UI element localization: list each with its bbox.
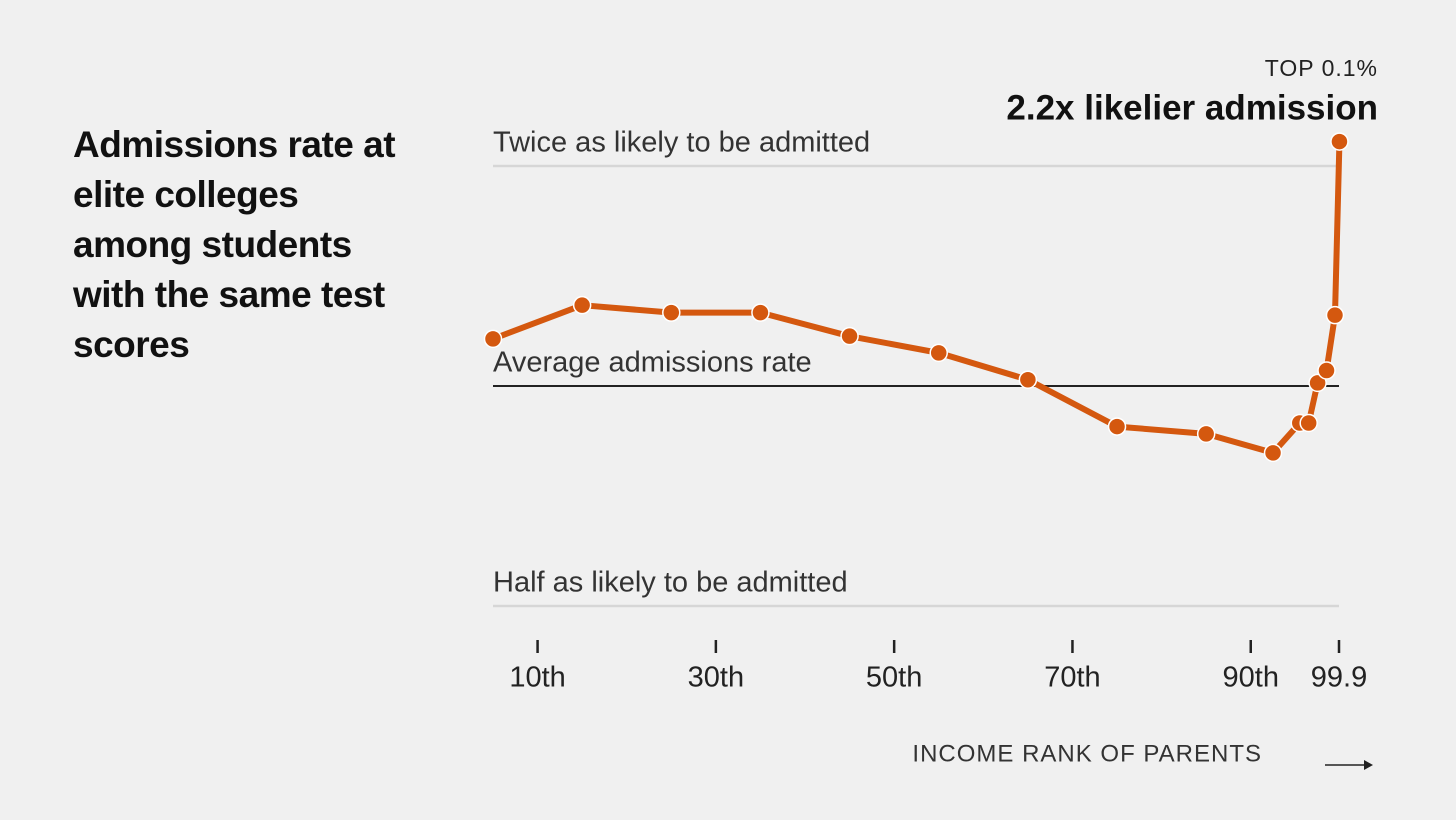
chart-title: Admissions rate at elite colleges among … <box>73 124 396 365</box>
x-tick-label: 30th <box>688 662 744 694</box>
data-point <box>1196 424 1216 444</box>
annotation-headline: 2.2x likelier admission <box>1006 88 1378 127</box>
data-point <box>751 303 770 322</box>
data-point <box>1330 132 1349 151</box>
annotation-label: TOP 0.1% <box>1265 55 1378 81</box>
data-point <box>1299 413 1318 433</box>
data-point <box>1018 370 1038 389</box>
x-tick-label: 90th <box>1223 662 1279 694</box>
axis-arrow-head <box>1364 760 1373 770</box>
data-point <box>1317 361 1336 380</box>
y-tick-label: Half as likely to be admitted <box>493 567 848 599</box>
x-tick-label: 10th <box>509 662 565 694</box>
data-point <box>572 295 592 315</box>
y-tick-label: Twice as likely to be admitted <box>493 127 870 159</box>
data-point <box>662 303 681 322</box>
data-point <box>929 343 948 363</box>
series-line <box>491 141 1343 456</box>
x-tick-label: 70th <box>1044 662 1100 694</box>
data-point <box>1308 373 1327 393</box>
data-point <box>1263 443 1283 463</box>
x-tick-label: 99.9 <box>1311 662 1367 694</box>
x-axis-label: INCOME RANK OF PARENTS <box>912 740 1262 767</box>
data-point <box>840 326 859 346</box>
y-tick-label: Average admissions rate <box>493 347 812 379</box>
x-tick-label: 50th <box>866 662 922 694</box>
data-point <box>483 329 503 349</box>
data-point <box>1107 417 1127 436</box>
data-point <box>1325 305 1345 325</box>
